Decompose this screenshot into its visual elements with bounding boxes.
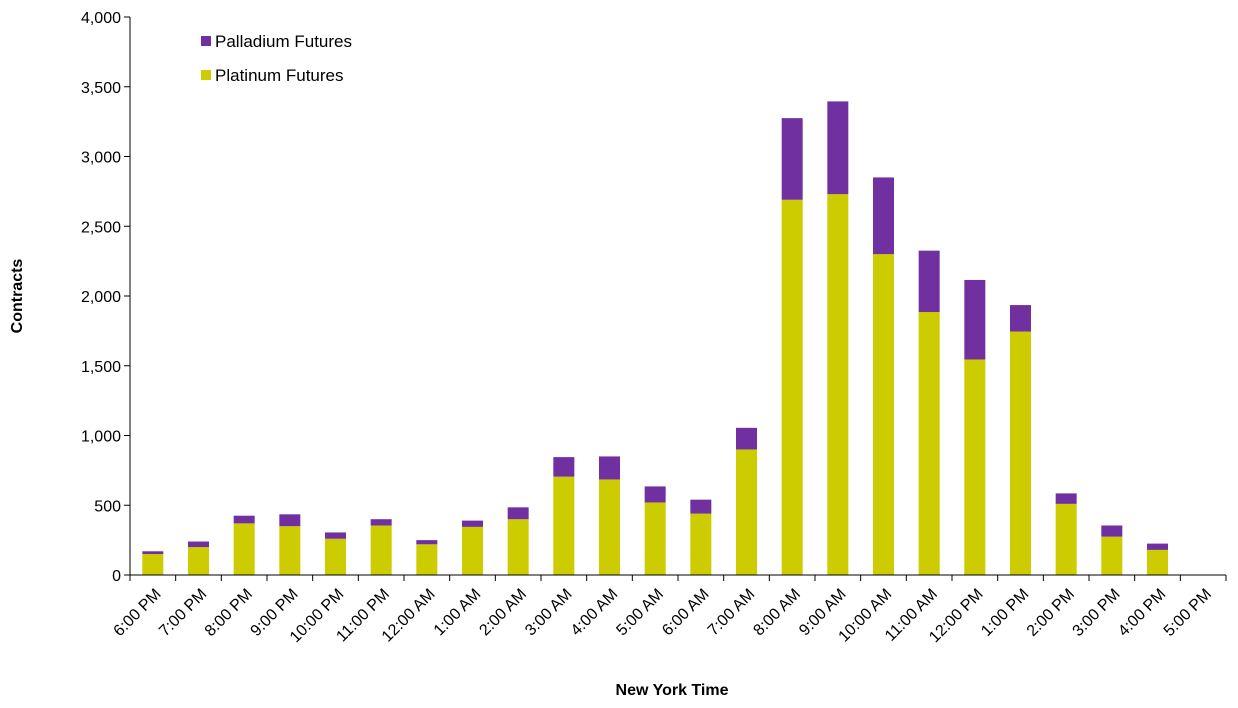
x-tick-label: 1:00 AM: [431, 586, 485, 640]
bar-palladium-5: [370, 519, 392, 526]
x-tick-label: 7:00 PM: [156, 586, 210, 640]
bars-layer: [142, 101, 1168, 576]
x-tick-label: 8:00 AM: [750, 586, 804, 640]
bar-palladium-19: [1010, 305, 1031, 332]
bar-palladium-4: [325, 532, 346, 539]
bar-platinum-19: [1010, 331, 1031, 575]
x-tick-label: 5:00 AM: [613, 586, 667, 640]
bar-palladium-1: [188, 541, 209, 548]
bar-platinum-22: [1147, 549, 1168, 575]
legend-label: Palladium Futures: [215, 32, 352, 51]
bar-platinum-6: [416, 544, 438, 575]
bar-platinum-12: [690, 513, 712, 575]
bar-palladium-22: [1147, 543, 1168, 550]
y-axis-title: Contracts: [9, 259, 26, 334]
legend-swatch: [201, 36, 211, 46]
x-tick-label: 2:00 AM: [476, 586, 530, 640]
bar-platinum-20: [1055, 503, 1077, 575]
y-tick-label: 3,500: [81, 80, 121, 97]
x-tick-label: 8:00 PM: [202, 586, 256, 640]
bar-platinum-1: [188, 547, 209, 575]
bar-palladium-14: [781, 118, 803, 200]
x-tick-label: 3:00 AM: [522, 586, 576, 640]
y-tick-label: 0: [112, 568, 121, 585]
bar-platinum-14: [781, 199, 803, 575]
bar-platinum-0: [142, 554, 164, 575]
bar-platinum-15: [827, 194, 849, 576]
bar-palladium-17: [918, 250, 940, 313]
x-tick-label: 1:00 PM: [978, 586, 1032, 640]
y-tick-label: 2,000: [81, 289, 121, 306]
x-tick-label: 4:00 AM: [568, 586, 622, 640]
bar-palladium-2: [233, 515, 255, 524]
bar-platinum-11: [644, 502, 666, 575]
y-tick-label: 2,500: [81, 219, 121, 236]
bar-platinum-17: [918, 312, 940, 575]
bar-palladium-20: [1055, 493, 1077, 504]
bar-palladium-10: [599, 456, 620, 480]
bar-platinum-8: [507, 519, 529, 575]
bar-palladium-11: [644, 486, 666, 503]
legend: Palladium Futures Platinum Futures: [201, 32, 352, 85]
legend-item-palladium: Palladium Futures: [201, 32, 352, 51]
bar-platinum-5: [370, 525, 392, 575]
bar-platinum-9: [553, 476, 575, 575]
y-tick-label: 1,500: [81, 359, 121, 376]
legend-item-platinum: Platinum Futures: [201, 66, 344, 85]
bar-palladium-3: [279, 514, 301, 527]
bar-palladium-7: [462, 520, 483, 527]
bar-platinum-16: [873, 254, 894, 575]
x-tick-label: 2:00 PM: [1024, 586, 1078, 640]
x-tick-label: 4:00 PM: [1115, 586, 1169, 640]
y-tick-label: 1,000: [81, 429, 121, 446]
x-axis-title: New York Time: [616, 682, 729, 699]
x-tick-label: 3:00 PM: [1070, 586, 1124, 640]
bar-platinum-10: [599, 479, 620, 575]
x-tick-label: 6:00 PM: [111, 586, 165, 640]
bar-palladium-9: [553, 457, 575, 477]
y-tick-label: 4,000: [81, 10, 121, 27]
bar-platinum-7: [462, 526, 483, 575]
bar-platinum-2: [233, 523, 255, 575]
y-tick-label: 3,000: [81, 150, 121, 167]
bar-platinum-4: [325, 538, 346, 575]
bar-palladium-12: [690, 499, 712, 514]
bar-palladium-0: [142, 551, 164, 555]
bar-platinum-21: [1101, 536, 1123, 575]
bar-palladium-18: [964, 279, 986, 360]
x-tick-label: 5:00 PM: [1161, 586, 1215, 640]
bar-platinum-3: [279, 526, 301, 575]
legend-label: Platinum Futures: [215, 66, 344, 85]
x-tick-label: 7:00 AM: [705, 586, 759, 640]
bar-platinum-18: [964, 359, 986, 575]
bar-palladium-16: [873, 177, 894, 255]
bar-palladium-8: [507, 507, 529, 520]
x-tick-label: 6:00 AM: [659, 586, 713, 640]
bar-palladium-21: [1101, 525, 1123, 537]
bar-palladium-13: [736, 427, 757, 450]
legend-swatch: [201, 70, 211, 80]
bar-platinum-13: [736, 449, 757, 575]
bar-palladium-15: [827, 101, 849, 195]
bar-palladium-6: [416, 540, 438, 545]
y-tick-label: 500: [94, 498, 121, 515]
